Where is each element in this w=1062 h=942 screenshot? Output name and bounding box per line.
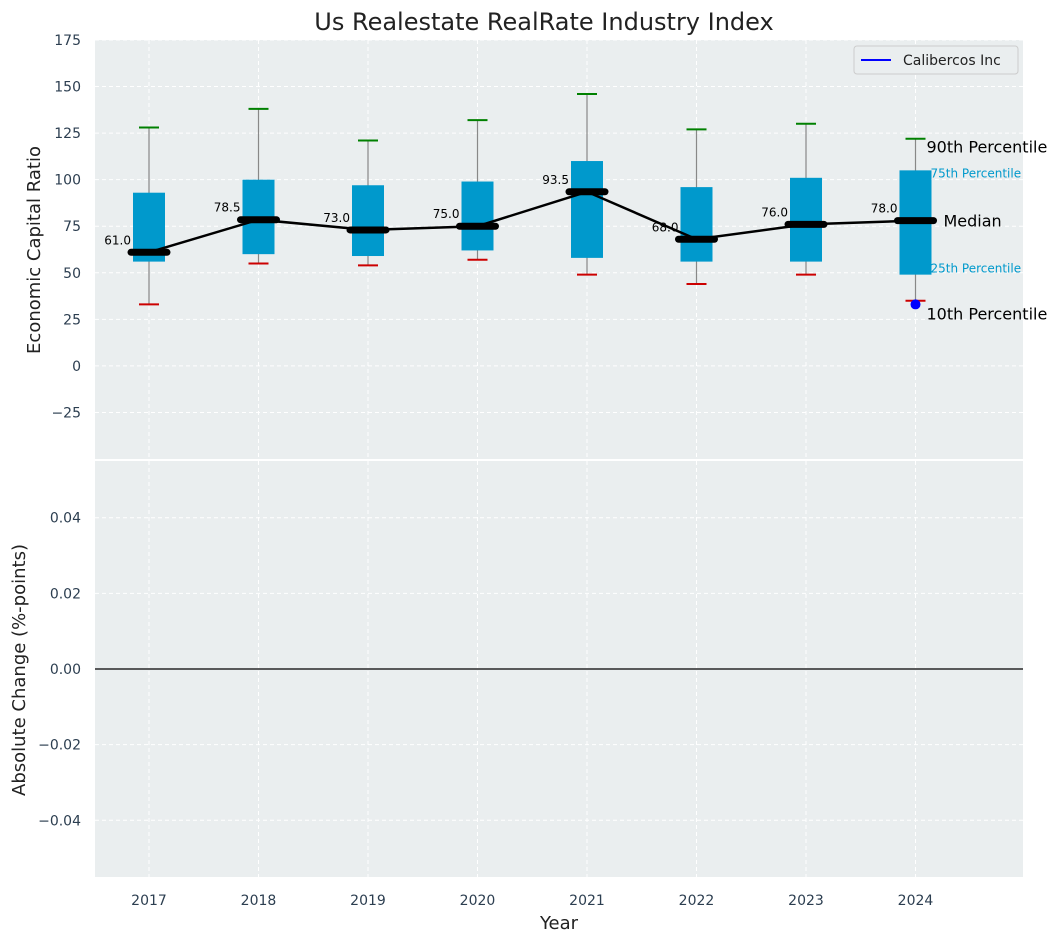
median-label-2022: 68.0 bbox=[652, 220, 679, 234]
box-2022 bbox=[680, 187, 713, 262]
bottom-y-tick-label: −0.04 bbox=[38, 813, 81, 829]
legend-label: Calibercos Inc bbox=[903, 53, 1001, 69]
top-plot-area bbox=[95, 40, 1023, 459]
top-y-tick-label: 150 bbox=[54, 80, 81, 96]
x-tick-label-2019: 2019 bbox=[350, 893, 386, 909]
x-tick-label-2017: 2017 bbox=[131, 893, 167, 909]
x-tick-label-2024: 2024 bbox=[898, 893, 934, 909]
top-y-tick-label: 175 bbox=[54, 33, 81, 49]
box-2019 bbox=[352, 185, 384, 257]
chart-title: Us Realestate RealRate Industry Index bbox=[314, 8, 773, 36]
legend-box bbox=[853, 45, 1019, 75]
median-label-2018: 78.5 bbox=[214, 201, 241, 215]
box-2023 bbox=[790, 177, 822, 262]
bottom-y-tick-label: 0.00 bbox=[50, 662, 81, 678]
x-tick-label-2021: 2021 bbox=[569, 893, 605, 909]
bottom-y-tick-label: 0.02 bbox=[50, 586, 81, 602]
annotation-median: Median bbox=[944, 212, 1002, 231]
median-label-2020: 75.0 bbox=[433, 207, 460, 221]
annotation-p75: 75th Percentile bbox=[931, 166, 1022, 180]
legend: Calibercos Inc bbox=[853, 45, 1019, 75]
company-point bbox=[910, 299, 921, 310]
x-axis-label: Year bbox=[539, 913, 579, 934]
top-y-tick-label: 100 bbox=[54, 173, 81, 189]
bottom-y-axis-label: Absolute Change (%-points) bbox=[9, 544, 30, 796]
x-tick-label-2018: 2018 bbox=[241, 893, 277, 909]
annotation-p25: 25th Percentile bbox=[931, 262, 1022, 276]
top-y-tick-label: 125 bbox=[54, 126, 81, 142]
top-y-tick-label: −25 bbox=[51, 405, 81, 421]
median-label-2021: 93.5 bbox=[542, 173, 569, 187]
median-label-2017: 61.0 bbox=[104, 233, 131, 247]
top-y-tick-label: 25 bbox=[63, 312, 81, 328]
bottom-panel: −0.04 −0.02 0.00 0.02 0.04 2017 2018 2019 2020 20… bbox=[38, 461, 1023, 909]
top-y-tick-label: 0 bbox=[72, 359, 81, 375]
annotation-p90: 90th Percentile bbox=[927, 138, 1048, 157]
median-label-2024: 78.0 bbox=[871, 202, 898, 216]
median-label-2019: 73.0 bbox=[323, 211, 350, 225]
x-tick-label-2023: 2023 bbox=[788, 893, 824, 909]
top-y-tick-label: 50 bbox=[63, 266, 81, 282]
top-y-axis-label: Economic Capital Ratio bbox=[24, 146, 45, 354]
bottom-y-tick-label: −0.02 bbox=[38, 738, 81, 754]
median-label-2023: 76.0 bbox=[761, 205, 788, 219]
bottom-y-tick-label: 0.04 bbox=[50, 511, 81, 527]
box-2020 bbox=[461, 181, 494, 251]
top-y-tick-label: 75 bbox=[63, 219, 81, 235]
x-tick-label-2022: 2022 bbox=[679, 893, 715, 909]
box-2021 bbox=[571, 161, 603, 258]
top-panel: −25 0 25 50 75 100 125 150 175 61.0 78.5 73.0 75.0 93… bbox=[51, 33, 1047, 459]
annotation-p10: 10th Percentile bbox=[927, 305, 1048, 324]
x-tick-label-2020: 2020 bbox=[460, 893, 496, 909]
